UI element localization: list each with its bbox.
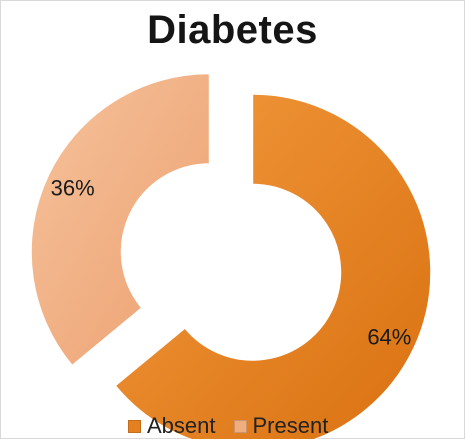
slice-present	[30, 73, 210, 366]
legend-item-absent: Absent	[128, 413, 216, 439]
legend-swatch-present	[233, 419, 247, 433]
data-label-absent: 64%	[367, 325, 411, 350]
legend-label-present: Present	[252, 413, 329, 438]
chart-title: Diabetes	[147, 8, 318, 52]
slice-absent	[114, 93, 432, 439]
legend-swatch-absent	[128, 419, 141, 433]
legend: Absent Present	[128, 413, 346, 439]
legend-label-absent: Absent	[147, 413, 216, 438]
data-label-present: 36%	[51, 175, 95, 200]
legend-item-present: Present	[233, 413, 329, 439]
